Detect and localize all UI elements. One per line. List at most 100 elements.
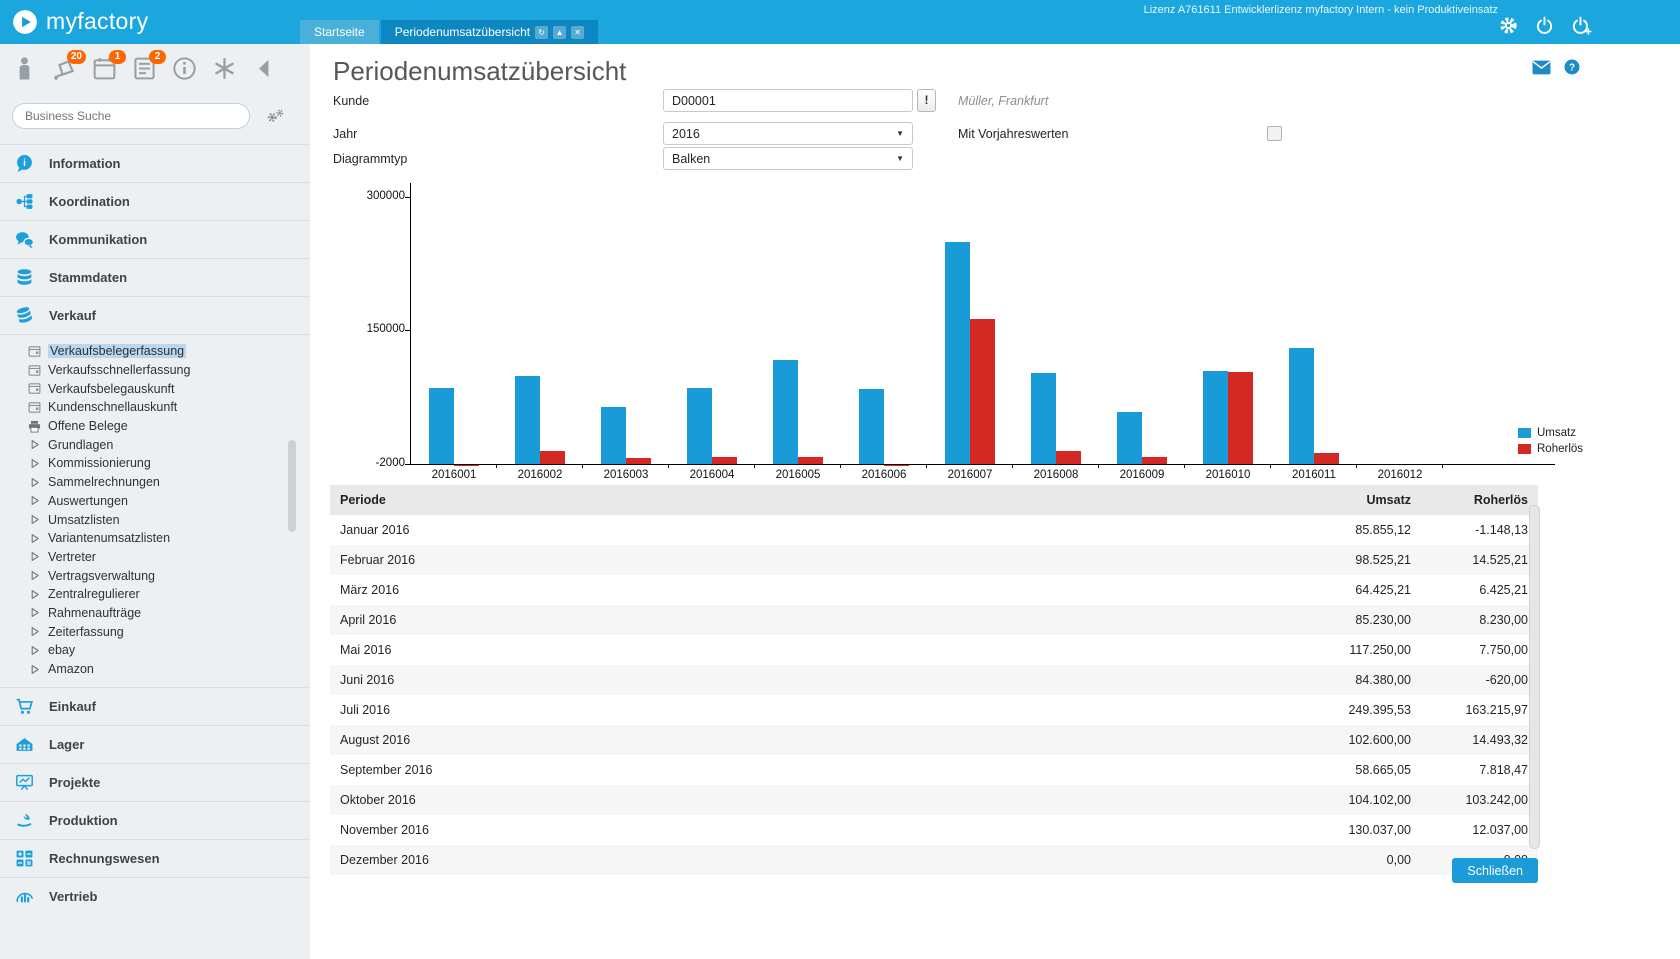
- x-axis-tick: [1184, 464, 1185, 468]
- plot-area: 2016001201600220160032016004201600520160…: [411, 190, 1443, 464]
- sidebar-item-einkauf[interactable]: Einkauf: [0, 687, 310, 725]
- period-cell: April 2016: [330, 605, 1263, 635]
- sidebar-item-rechnungswesen[interactable]: Rechnungswesen: [0, 839, 310, 877]
- roherloes-bar: [1314, 453, 1339, 464]
- checkout-icon[interactable]: 20: [52, 56, 77, 81]
- refresh-tab-icon[interactable]: ↻: [535, 26, 548, 39]
- table-row: Dezember 20160,000,00: [330, 845, 1538, 875]
- roherloes-bar: [798, 457, 823, 464]
- close-tab-icon[interactable]: ✕: [571, 26, 584, 39]
- table-row: April 201685.230,008.230,00: [330, 605, 1538, 635]
- sidebar-scrollbar-thumb[interactable]: [288, 440, 296, 532]
- sidebar-item-produktion[interactable]: Produktion: [0, 801, 310, 839]
- sidebar-item-vertreter[interactable]: Vertreter: [28, 548, 310, 567]
- bar-group-2016001: 2016001: [411, 190, 497, 464]
- roherloes-bar: [1056, 451, 1081, 464]
- kunde-lookup-button[interactable]: !: [917, 89, 936, 112]
- asterisk-icon[interactable]: [212, 56, 237, 81]
- notification-badge: 1: [109, 50, 126, 64]
- umsatz-bar: [601, 407, 626, 464]
- sidebar-item-offene-belege[interactable]: Offene Belege: [28, 417, 310, 436]
- bar-group-2016007: 2016007: [927, 190, 1013, 464]
- expand-triangle-icon: [28, 550, 41, 563]
- sidebar-item-sammelrechnungen[interactable]: Sammelrechnungen: [28, 473, 310, 492]
- period-cell: Oktober 2016: [330, 785, 1263, 815]
- expand-triangle-icon: [28, 476, 41, 489]
- bar-group-2016006: 2016006: [841, 190, 927, 464]
- bar-group-2016011: 2016011: [1271, 190, 1357, 464]
- sidebar-item-verkaufsschnellerfassung[interactable]: Verkaufsschnellerfassung: [28, 361, 310, 380]
- x-axis-tick: [1356, 464, 1357, 468]
- sidebar-item-projekte[interactable]: Projekte: [0, 763, 310, 801]
- sidebar-item-verkaufsbelegerfassung[interactable]: Verkaufsbelegerfassung: [28, 342, 310, 361]
- sidebar-item-grundlagen[interactable]: Grundlagen: [28, 435, 310, 454]
- sidebar-item-information[interactable]: iInformation: [0, 144, 310, 182]
- umsatz-bar: [515, 376, 540, 464]
- sidebar-item-label: Umsatzlisten: [48, 513, 120, 527]
- table-row: März 201664.425,216.425,21: [330, 575, 1538, 605]
- diagrammtyp-select[interactable]: Balken ▼: [663, 147, 913, 170]
- search-input[interactable]: [12, 103, 250, 129]
- gear-icon[interactable]: [1499, 16, 1518, 35]
- umsatz-cell: 0,00: [1263, 845, 1413, 875]
- tab-periodenumsatz-bersicht[interactable]: Periodenumsatzübersicht↻▲✕: [381, 20, 598, 44]
- project-board-icon: [15, 773, 34, 792]
- x-axis-tick: [1270, 464, 1271, 468]
- jahr-select[interactable]: 2016 ▼: [663, 122, 913, 145]
- logo[interactable]: myfactory: [12, 8, 148, 35]
- sidebar-item-lager[interactable]: Lager: [0, 725, 310, 763]
- database-icon: [15, 268, 34, 287]
- roherloes-cell: 7.818,47: [1413, 755, 1538, 785]
- sidebar-item-zentralregulierer[interactable]: Zentralregulierer: [28, 585, 310, 604]
- chart: 2016001201600220160032016004201600520160…: [345, 190, 1560, 490]
- x-axis-tick-label: 2016004: [669, 469, 755, 481]
- sidebar-item-variantenumsatzlisten[interactable]: Variantenumsatzlisten: [28, 529, 310, 548]
- table-scrollbar-thumb[interactable]: [1529, 505, 1540, 849]
- sidebar-item-label: Vertragsverwaltung: [48, 569, 155, 583]
- sidebar-item-umsatzlisten[interactable]: Umsatzlisten: [28, 510, 310, 529]
- sidebar-item-rahmenauftr-ge[interactable]: Rahmenaufträge: [28, 604, 310, 623]
- sidebar-item-label: Vertreter: [48, 550, 96, 564]
- period-table: PeriodeUmsatzRoherlös Januar 201685.855,…: [330, 485, 1538, 875]
- sidebar-item-label: Rechnungswesen: [49, 851, 160, 866]
- sidebar-item-amazon[interactable]: Amazon: [28, 660, 310, 679]
- sidebar-item-vertrieb[interactable]: Vertrieb: [0, 877, 310, 915]
- sidebar-item-label: Amazon: [48, 662, 94, 676]
- sidebar-item-vertragsverwaltung[interactable]: Vertragsverwaltung: [28, 566, 310, 585]
- vorjahr-checkbox[interactable]: [1267, 126, 1282, 141]
- kunde-input[interactable]: [663, 89, 913, 112]
- sidebar-item-kommunikation[interactable]: Kommunikation: [0, 220, 310, 258]
- maximize-tab-icon[interactable]: ▲: [553, 26, 566, 39]
- tab-startseite[interactable]: Startseite: [300, 20, 379, 44]
- sidebar-item-auswertungen[interactable]: Auswertungen: [28, 492, 310, 511]
- table-row: November 2016130.037,0012.037,00: [330, 815, 1538, 845]
- search-settings-icon[interactable]: [266, 108, 285, 124]
- sidebar-item-ebay[interactable]: ebay: [28, 641, 310, 660]
- user-column-icon[interactable]: [12, 56, 37, 81]
- back-arrow-icon[interactable]: [252, 56, 277, 81]
- cart-icon: [15, 697, 34, 716]
- sidebar-item-verkauf[interactable]: Verkauf: [0, 296, 310, 334]
- info-circle-icon[interactable]: [172, 56, 197, 81]
- logout-icon[interactable]: [1535, 16, 1554, 35]
- roherloes-bar: [1142, 457, 1167, 464]
- jahr-select-value: 2016: [672, 127, 700, 141]
- roherloes-bar: [884, 465, 909, 466]
- help-icon[interactable]: ?: [1564, 59, 1580, 75]
- sidebar-item-label: Verkauf: [49, 308, 96, 323]
- task-list-icon[interactable]: 2: [132, 56, 157, 81]
- roherloes-cell: 6.425,21: [1413, 575, 1538, 605]
- mail-icon[interactable]: [1532, 60, 1551, 75]
- umsatz-bar: [1289, 348, 1314, 464]
- sidebar-item-koordination[interactable]: Koordination: [0, 182, 310, 220]
- sidebar-item-kundenschnellauskunft[interactable]: Kundenschnellauskunft: [28, 398, 310, 417]
- roherloes-cell: -620,00: [1413, 665, 1538, 695]
- sidebar-item-verkaufsbelegauskunft[interactable]: Verkaufsbelegauskunft: [28, 379, 310, 398]
- logout-plus-icon[interactable]: [1571, 16, 1592, 35]
- sidebar-item-zeiterfassung[interactable]: Zeiterfassung: [28, 622, 310, 641]
- calendar-icon[interactable]: 1: [92, 56, 117, 81]
- page-title: Periodenumsatzübersicht: [333, 56, 626, 87]
- close-button[interactable]: Schließen: [1452, 858, 1538, 883]
- sidebar-item-stammdaten[interactable]: Stammdaten: [0, 258, 310, 296]
- sidebar-item-kommissionierung[interactable]: Kommissionierung: [28, 454, 310, 473]
